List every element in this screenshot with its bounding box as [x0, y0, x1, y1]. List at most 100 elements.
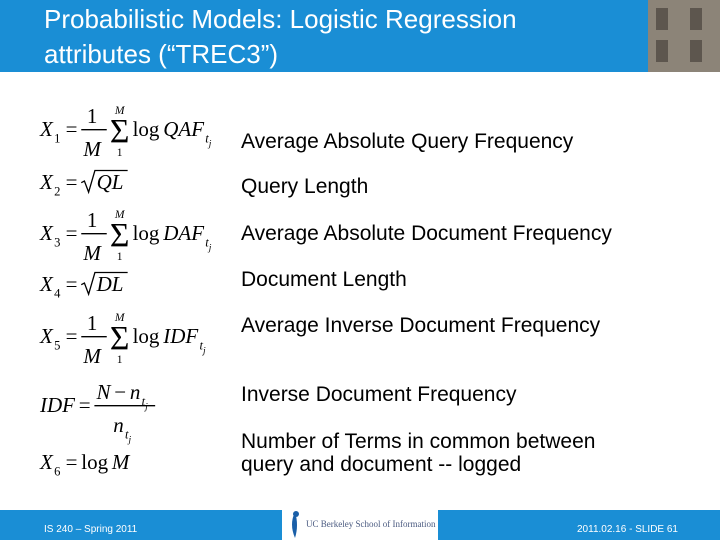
- description: Average Inverse Document Frequency: [241, 314, 601, 337]
- formula-text: 1: [87, 208, 98, 232]
- title-line: attributes (“TREC3”): [44, 39, 278, 69]
- formula-text: M: [82, 344, 102, 368]
- denominator: M: [82, 344, 102, 368]
- formula-text: DAF: [162, 221, 204, 245]
- formula-text: IDF: [162, 324, 198, 348]
- title-line: Probabilistic Models: Logistic Regressio…: [44, 4, 517, 34]
- photo-window: [656, 40, 668, 62]
- formula: X 3 = 1 M ΣM 1 log DAF t j: [39, 208, 212, 265]
- formula-text: QL: [97, 170, 124, 194]
- description: Number of Terms in common between: [241, 430, 595, 453]
- formula-text: 6: [54, 464, 60, 478]
- radical-sign: [80, 271, 128, 297]
- formula: X 2 = QL: [39, 169, 128, 198]
- formula: X 6 = log M: [39, 450, 131, 478]
- radicand: QL: [97, 170, 124, 194]
- description: Inverse Document Frequency: [241, 383, 517, 406]
- formula-text: 1: [117, 354, 123, 366]
- footer-right: 2011.02.16 - SLIDE 61: [577, 524, 678, 535]
- formula-text: −: [114, 380, 126, 404]
- formula-text: 2: [54, 184, 60, 198]
- description: query and document -- logged: [241, 453, 521, 476]
- formula-text: j: [201, 347, 206, 357]
- logo-icon: [293, 511, 299, 517]
- formula-text: j: [207, 244, 212, 254]
- formula-text: 1: [87, 104, 98, 128]
- formula-text: QAF: [163, 117, 204, 141]
- formula-text: =: [66, 170, 78, 194]
- formula-text: M: [114, 312, 126, 324]
- numerator: N − n t j: [96, 380, 149, 413]
- radical-sign: [80, 169, 128, 195]
- numerator: 1: [87, 208, 98, 232]
- logo-icon: [292, 512, 297, 538]
- formula: X 4 = DL: [39, 271, 128, 300]
- formula: IDF =N − n t jn t j: [39, 380, 156, 446]
- formula-text: 1: [117, 147, 123, 159]
- formula-text: X: [39, 117, 54, 141]
- formula-text: Σ: [110, 217, 130, 254]
- formula-text: =: [66, 221, 78, 245]
- formula-text: X: [39, 272, 54, 296]
- formula-text: t: [125, 427, 129, 441]
- formula-text: 1: [54, 131, 60, 145]
- numerator: 1: [87, 311, 98, 335]
- header-band: [0, 0, 720, 72]
- formula-text: n: [130, 380, 141, 404]
- footer-left: IS 240 – Spring 2011: [44, 524, 138, 535]
- formula-text: M: [82, 241, 102, 265]
- formula-text: t: [142, 394, 146, 408]
- formula-text: 5: [54, 338, 60, 352]
- description: Query Length: [241, 175, 368, 198]
- formula-text: log: [133, 221, 160, 245]
- formula-text: M: [114, 209, 126, 221]
- formula-text: Σ: [110, 113, 130, 150]
- photo-window: [656, 8, 668, 30]
- formula-text: t: [199, 338, 203, 352]
- formula-text: t: [205, 235, 209, 249]
- formula-text: 1: [117, 251, 123, 263]
- formula-text: =: [66, 272, 78, 296]
- formula-text: log: [133, 117, 160, 141]
- denominator: M: [82, 241, 102, 265]
- formula-text: =: [66, 324, 78, 348]
- formula-text: =: [66, 117, 78, 141]
- logo-text: UC Berkeley School of Information: [306, 519, 436, 529]
- description: Document Length: [241, 268, 407, 291]
- formula-text: X: [39, 170, 54, 194]
- formula-text: X: [39, 324, 54, 348]
- formula-text: j: [126, 435, 131, 445]
- formula-text: 1: [87, 311, 98, 335]
- denominator: M: [82, 137, 102, 161]
- formula-text: M: [114, 105, 126, 117]
- photo-window: [690, 40, 702, 62]
- formula-text: t: [205, 131, 209, 145]
- formula-text: log: [133, 324, 160, 348]
- formula-text: X: [39, 221, 54, 245]
- formula-text: M: [111, 450, 131, 474]
- formula-text: M: [82, 137, 102, 161]
- description: Average Absolute Query Frequency: [241, 130, 574, 153]
- formula-text: j: [207, 140, 212, 150]
- formula-text: n: [113, 413, 124, 437]
- formula-text: j: [143, 402, 148, 412]
- formula: X 5 = 1 M ΣM 1 log IDF t j: [39, 311, 206, 368]
- description: Average Absolute Document Frequency: [241, 222, 612, 245]
- formula-text: 3: [54, 235, 60, 249]
- formula-text: log: [81, 450, 108, 474]
- photo-window: [690, 8, 702, 30]
- formula-text: IDF: [39, 393, 75, 417]
- formula-text: =: [66, 450, 78, 474]
- numerator: 1: [87, 104, 98, 128]
- formula-text: Σ: [110, 320, 130, 357]
- formula-text: =: [79, 393, 91, 417]
- logo-box: [282, 510, 438, 540]
- formula-text: DL: [96, 272, 124, 296]
- formula-text: 4: [54, 286, 61, 300]
- radicand: DL: [96, 272, 124, 296]
- formula-text: N: [96, 380, 112, 404]
